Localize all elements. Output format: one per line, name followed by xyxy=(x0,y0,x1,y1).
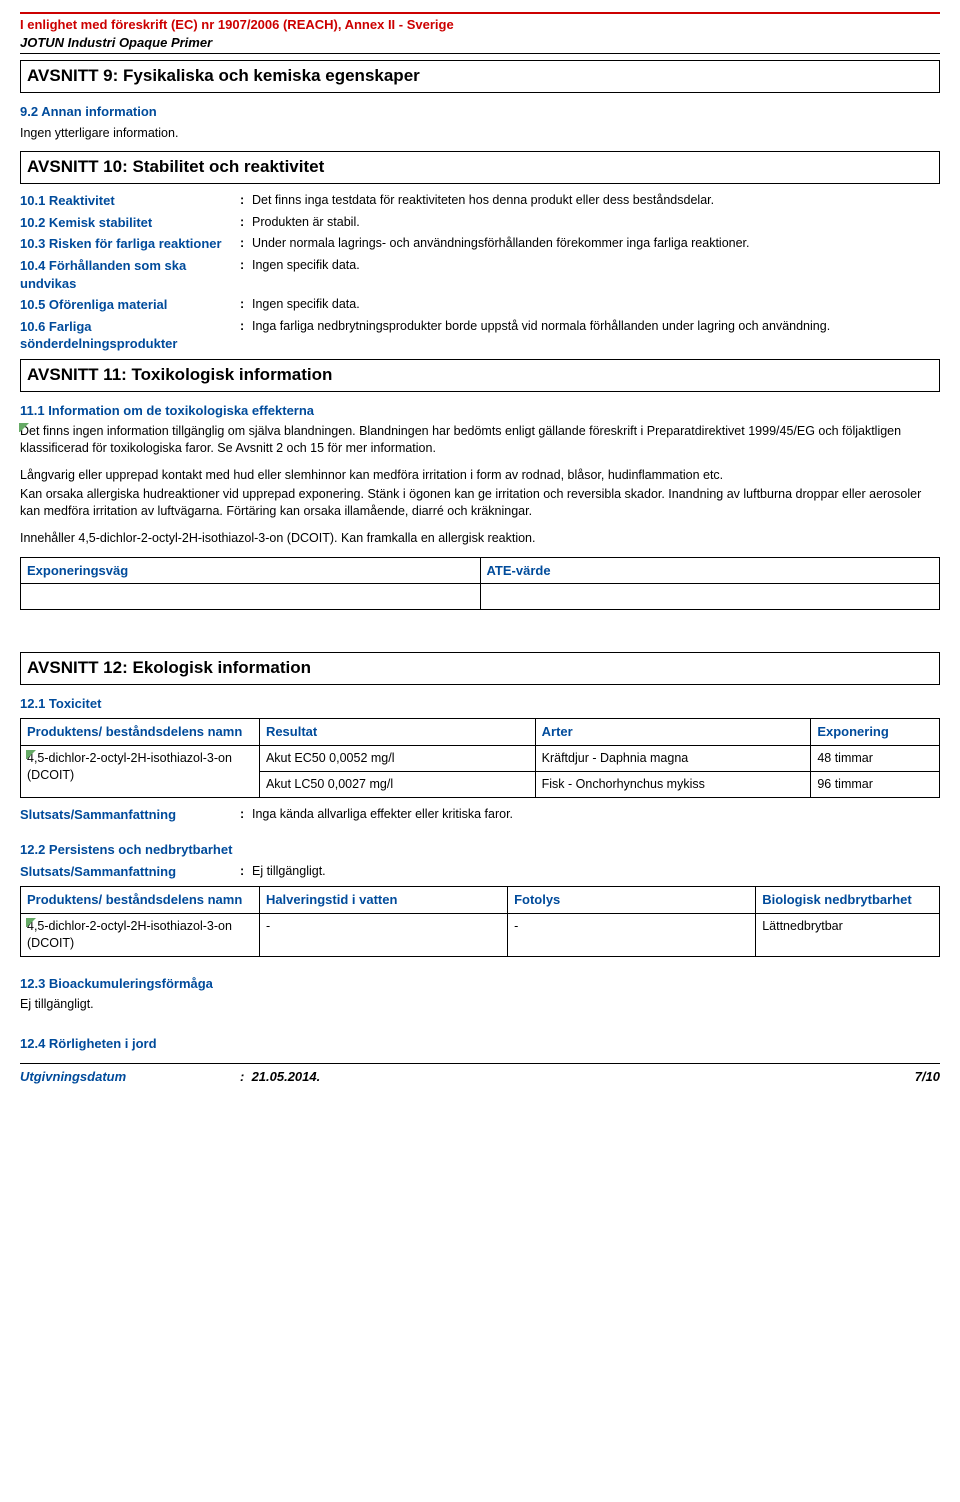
section-12-3-text: Ej tillgängligt. xyxy=(20,996,940,1013)
section-11-title: AVSNITT 11: Toxikologisk information xyxy=(20,359,940,392)
tox-result-2: Akut LC50 0,0027 mg/l xyxy=(259,771,535,797)
footer-date: 21.05.2014. xyxy=(252,1068,321,1086)
tox-exp-1: 48 timmar xyxy=(811,745,940,771)
tox-header-4: Exponering xyxy=(811,719,940,746)
ate-cell xyxy=(480,584,940,610)
tox-header-1: Produktens/ beståndsdelens namn xyxy=(21,719,260,746)
conclusion-value: Inga kända allvarliga effekter eller kri… xyxy=(252,806,940,824)
pers-header-1: Produktens/ beståndsdelens namn xyxy=(21,887,260,914)
pers-chem-suffix: ,5-dichlor-2-octyl-2H-isothiazol-3-on (D… xyxy=(27,919,232,950)
section-9-title: AVSNITT 9: Fysikaliska och kemiska egens… xyxy=(20,60,940,93)
row-value: Produkten är stabil. xyxy=(252,214,940,232)
row-10-2: 10.2 Kemisk stabilitet : Produkten är st… xyxy=(20,214,940,232)
tox-arter-2: Fisk - Onchorhynchus mykiss xyxy=(535,771,811,797)
reach-header: I enlighet med föreskrift (EC) nr 1907/2… xyxy=(20,16,940,34)
tox-arter-1: Kräftdjur - Daphnia magna xyxy=(535,745,811,771)
section-12-3-heading: 12.3 Bioackumuleringsförmåga xyxy=(20,975,940,993)
section-11-p2: Långvarig eller upprepad kontakt med hud… xyxy=(20,467,940,484)
persistence-table: Produktens/ beståndsdelens namn Halverin… xyxy=(20,886,940,956)
conclusion-row: Slutsats/Sammanfattning : Inga kända all… xyxy=(20,806,940,824)
tox-header-3: Arter xyxy=(535,719,811,746)
row-label: 10.1 Reaktivitet xyxy=(20,192,240,210)
row-10-3: 10.3 Risken för farliga reaktioner : Und… xyxy=(20,235,940,253)
tox-chem-cell: 4,5-dichlor-2-octyl-2H-isothiazol-3-on (… xyxy=(21,745,260,797)
footer-row: Utgivningsdatum : 21.05.2014. 7/10 xyxy=(20,1064,940,1086)
tox-chem-suffix: ,5-dichlor-2-octyl-2H-isothiazol-3-on (D… xyxy=(27,751,232,782)
ate-table: Exponeringsväg ATE-värde xyxy=(20,557,940,610)
p1-text: et finns ingen information tillgänglig o… xyxy=(20,424,901,455)
section-12-title: AVSNITT 12: Ekologisk information xyxy=(20,652,940,685)
row-10-4: 10.4 Förhållanden som ska undvikas : Ing… xyxy=(20,257,940,292)
row-value: Ingen specifik data. xyxy=(252,296,940,314)
colon: : xyxy=(240,296,252,314)
top-red-line xyxy=(20,12,940,14)
row-10-6: 10.6 Farliga sönderdelningsprodukter : I… xyxy=(20,318,940,353)
colon: : xyxy=(240,257,252,292)
row-label: 10.3 Risken för farliga reaktioner xyxy=(20,235,240,253)
section-9-2-text: Ingen ytterligare information. xyxy=(20,125,940,142)
colon: : xyxy=(240,235,252,253)
pers-bio: Lättnedbrytbar xyxy=(756,913,940,956)
ate-header-2: ATE-värde xyxy=(480,557,940,584)
conclusion-label: Slutsats/Sammanfattning xyxy=(20,806,240,824)
pers-half: - xyxy=(259,913,507,956)
tox-header-2: Resultat xyxy=(259,719,535,746)
toxicity-table: Produktens/ beståndsdelens namn Resultat… xyxy=(20,718,940,797)
row-10-5: 10.5 Oförenliga material : Ingen specifi… xyxy=(20,296,940,314)
section-9-2-heading: 9.2 Annan information xyxy=(20,103,940,121)
pers-header-2: Halveringstid i vatten xyxy=(259,887,507,914)
section-11-p3: Kan orsaka allergiska hudreaktioner vid … xyxy=(20,486,940,520)
row-label: 10.5 Oförenliga material xyxy=(20,296,240,314)
colon: : xyxy=(240,192,252,210)
row-value: Under normala lagrings- och användningsf… xyxy=(252,235,940,253)
row-value: Ingen specifik data. xyxy=(252,257,940,292)
product-name: JOTUN Industri Opaque Primer xyxy=(20,34,940,55)
tox-exp-2: 96 timmar xyxy=(811,771,940,797)
footer-label: Utgivningsdatum xyxy=(20,1068,240,1086)
tox-result-1: Akut EC50 0,0052 mg/l xyxy=(259,745,535,771)
row-label: 10.4 Förhållanden som ska undvikas xyxy=(20,257,240,292)
row-value: Inga farliga nedbrytningsprodukter borde… xyxy=(252,318,940,353)
colon: : xyxy=(240,1068,252,1086)
pers-conclusion-label: Slutsats/Sammanfattning xyxy=(20,863,240,881)
section-11-p1: Det finns ingen information tillgänglig … xyxy=(20,423,940,457)
colon: : xyxy=(240,214,252,232)
pers-header-4: Biologisk nedbrytbarhet xyxy=(756,887,940,914)
row-10-1: 10.1 Reaktivitet : Det finns inga testda… xyxy=(20,192,940,210)
row-label: 10.6 Farliga sönderdelningsprodukter xyxy=(20,318,240,353)
section-12-2-heading: 12.2 Persistens och nedbrytbarhet xyxy=(20,841,940,859)
pers-chem-cell: 4,5-dichlor-2-octyl-2H-isothiazol-3-on (… xyxy=(21,913,260,956)
section-12-4-heading: 12.4 Rörligheten i jord xyxy=(20,1035,940,1053)
pers-conclusion-row: Slutsats/Sammanfattning : Ej tillgänglig… xyxy=(20,863,940,881)
colon: : xyxy=(240,863,252,881)
section-10-title: AVSNITT 10: Stabilitet och reaktivitet xyxy=(20,151,940,184)
ate-header-1: Exponeringsväg xyxy=(21,557,481,584)
colon: : xyxy=(240,318,252,353)
pers-foto: - xyxy=(508,913,756,956)
colon: : xyxy=(240,806,252,824)
footer-page: 7/10 xyxy=(915,1068,940,1086)
section-12-1-heading: 12.1 Toxicitet xyxy=(20,695,940,713)
section-11-p4: Innehåller 4,5-dichlor-2-octyl-2H-isothi… xyxy=(20,530,940,547)
row-value: Det finns inga testdata för reaktivitete… xyxy=(252,192,940,210)
ate-cell xyxy=(21,584,481,610)
pers-conclusion-value: Ej tillgängligt. xyxy=(252,863,940,881)
pers-header-3: Fotolys xyxy=(508,887,756,914)
row-label: 10.2 Kemisk stabilitet xyxy=(20,214,240,232)
section-11-1-heading: 11.1 Information om de toxikologiska eff… xyxy=(20,402,940,420)
